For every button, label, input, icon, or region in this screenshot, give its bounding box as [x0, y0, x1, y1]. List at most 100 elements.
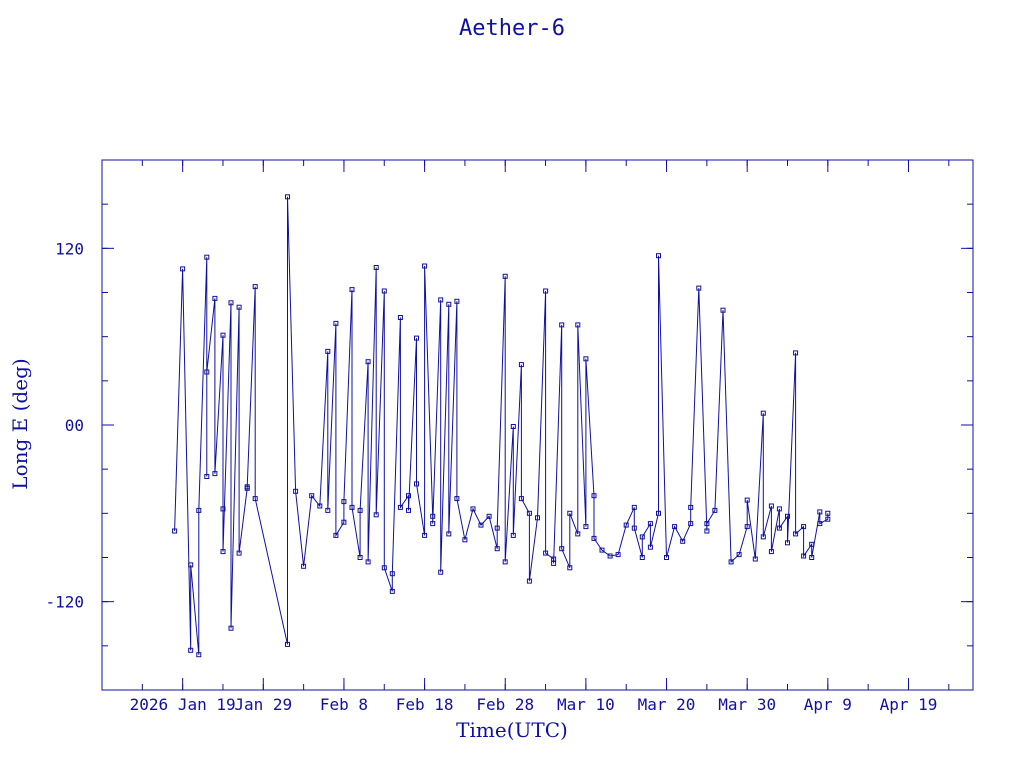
data-point — [599, 547, 605, 553]
y-axis-label: Long E (deg) — [8, 358, 32, 490]
data-point — [760, 534, 766, 540]
data-point — [583, 356, 589, 362]
data-point — [567, 510, 573, 516]
data-point — [188, 562, 194, 568]
x-tick-label: Jan 29 — [234, 695, 292, 714]
x-tick-label: Mar 10 — [557, 695, 615, 714]
plot-frame — [101, 159, 974, 691]
data-point — [720, 307, 726, 313]
data-point — [776, 525, 782, 531]
data-point — [801, 553, 807, 559]
data-point — [696, 285, 702, 291]
data-point — [502, 273, 508, 279]
data-point — [397, 504, 403, 510]
x-tick-label: Mar 20 — [638, 695, 696, 714]
data-point — [526, 510, 532, 516]
data-point — [704, 521, 710, 527]
data-point — [615, 552, 621, 558]
data-point — [543, 288, 549, 294]
data-point — [623, 522, 629, 528]
data-point — [341, 519, 347, 525]
data-point — [228, 300, 234, 306]
data-point — [228, 625, 234, 631]
data-point — [365, 559, 371, 565]
data-point — [180, 266, 186, 272]
data-point — [381, 565, 387, 571]
data-point — [688, 504, 694, 510]
data-point — [736, 552, 742, 558]
data-point — [647, 544, 653, 550]
data-point — [518, 496, 524, 502]
data-point — [325, 348, 331, 354]
data-point — [414, 335, 419, 341]
data-point — [486, 513, 492, 519]
data-point — [535, 515, 540, 521]
data-point — [454, 298, 460, 304]
data-point — [172, 528, 178, 534]
x-tick-label: 2026 Jan 19 — [130, 695, 236, 714]
data-point — [551, 560, 557, 566]
data-point — [760, 410, 766, 416]
data-point — [349, 287, 355, 293]
data-point — [502, 559, 508, 565]
data-point — [446, 301, 452, 307]
data-point — [212, 471, 218, 477]
data-point — [664, 555, 669, 560]
data-point — [712, 507, 718, 513]
data-point — [422, 263, 428, 269]
data-point — [510, 424, 516, 429]
data-point — [817, 521, 823, 527]
data-point — [236, 304, 242, 310]
data-point — [454, 496, 460, 502]
data-point — [438, 297, 444, 303]
data-point — [785, 513, 790, 519]
y-tick-label: 120 — [55, 239, 84, 258]
data-point — [220, 549, 226, 555]
data-point — [785, 540, 790, 546]
data-point — [406, 507, 411, 513]
data-point — [373, 265, 379, 270]
x-tick-label: Apr 9 — [804, 695, 852, 714]
series-line — [174, 196, 829, 655]
data-point — [414, 481, 419, 487]
data-point — [672, 524, 678, 530]
series-group — [172, 194, 831, 658]
data-point — [349, 504, 355, 510]
data-point — [510, 532, 516, 538]
data-point — [817, 509, 823, 515]
data-point — [446, 531, 452, 537]
data-point — [236, 550, 242, 556]
data-point — [825, 516, 831, 522]
data-point — [381, 288, 387, 294]
data-point — [333, 532, 339, 538]
data-point — [397, 315, 403, 320]
data-point — [656, 510, 661, 516]
data-point — [647, 521, 653, 527]
data-point — [341, 499, 347, 505]
data-point — [559, 322, 565, 328]
data-point — [768, 549, 774, 555]
data-point — [752, 556, 758, 562]
data-point — [744, 497, 750, 503]
data-point — [801, 524, 807, 530]
data-point — [575, 322, 581, 328]
data-point — [373, 512, 379, 518]
x-tick-label: Apr 19 — [880, 695, 938, 714]
data-point — [728, 559, 734, 565]
data-point — [252, 284, 258, 290]
data-point — [317, 503, 323, 509]
data-point — [430, 521, 436, 527]
data-point — [196, 507, 202, 513]
data-point — [204, 474, 210, 479]
data-point — [526, 578, 532, 584]
data-point — [744, 524, 750, 530]
data-point — [357, 555, 363, 560]
data-point — [809, 555, 815, 560]
data-point — [389, 571, 395, 577]
data-point — [559, 546, 565, 552]
data-point — [285, 194, 290, 200]
data-point — [438, 569, 444, 575]
data-point — [793, 350, 799, 356]
data-point — [494, 546, 500, 552]
